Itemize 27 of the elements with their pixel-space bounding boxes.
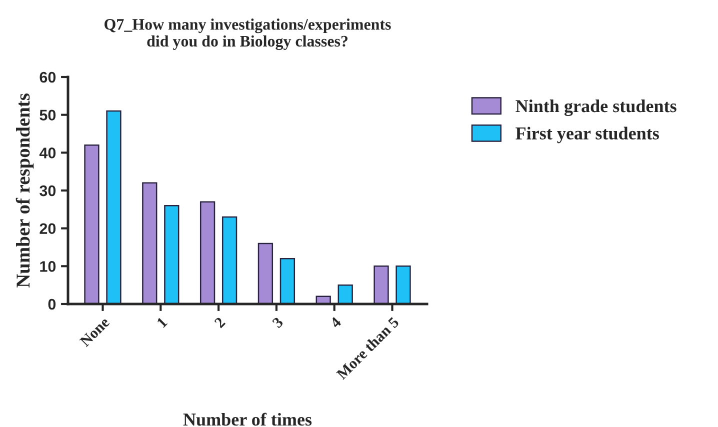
chart-title: Q7_How many investigations/experiments did you do in Biology classes? bbox=[104, 18, 391, 50]
bar bbox=[84, 144, 100, 304]
y-tick-label: 40 bbox=[39, 148, 56, 158]
bar bbox=[258, 242, 274, 304]
bar bbox=[280, 258, 296, 304]
x-tick-label: 3 bbox=[272, 316, 284, 328]
x-tick-label: 2 bbox=[214, 316, 226, 328]
y-tick-label: 0 bbox=[48, 298, 56, 310]
y-tick-label: 10 bbox=[40, 261, 56, 272]
x-tick-label: 4 bbox=[329, 316, 342, 329]
bar bbox=[164, 205, 180, 304]
y-tick-label: 50 bbox=[40, 110, 56, 121]
legend-label: Ninth grade students bbox=[516, 100, 676, 116]
legend-label: First year students bbox=[516, 126, 659, 144]
bar bbox=[338, 284, 353, 304]
x-tick-label: 1 bbox=[156, 316, 168, 328]
bar bbox=[142, 182, 158, 304]
y-tick-label: 30 bbox=[40, 185, 56, 196]
y-tick-label: 60 bbox=[40, 72, 56, 83]
bar bbox=[396, 266, 411, 304]
bar bbox=[222, 216, 238, 304]
y-axis-title: Number of respondents bbox=[16, 94, 34, 288]
bar bbox=[374, 266, 389, 304]
y-tick-label: 20 bbox=[40, 223, 56, 234]
bar bbox=[106, 110, 122, 304]
bar bbox=[200, 201, 216, 304]
x-axis-title: Number of times bbox=[183, 412, 312, 426]
